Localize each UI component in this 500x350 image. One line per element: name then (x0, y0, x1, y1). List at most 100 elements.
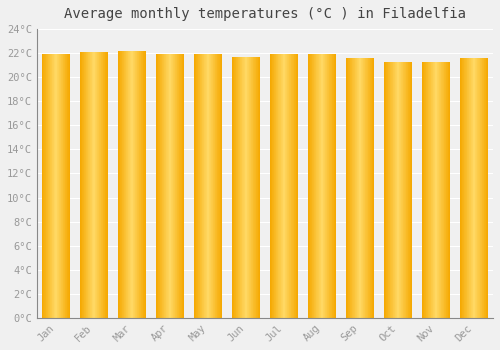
Bar (310, 54, 311, 318)
Bar (141, 51, 142, 318)
Bar (165, 54, 166, 318)
Bar (479, 58, 480, 318)
Bar (438, 62, 439, 318)
Bar (485, 58, 486, 318)
Bar (123, 51, 124, 318)
Bar (204, 54, 205, 318)
Bar (315, 54, 316, 318)
Bar (206, 54, 207, 318)
Bar (478, 58, 479, 318)
Bar (425, 62, 426, 318)
Bar (396, 62, 398, 318)
Bar (460, 58, 461, 318)
Bar (296, 54, 297, 318)
Bar (219, 54, 220, 318)
Bar (42, 54, 43, 318)
Bar (51, 54, 52, 318)
Bar (444, 62, 445, 318)
Bar (80, 52, 81, 318)
Bar (83, 52, 84, 318)
Bar (392, 62, 393, 318)
Bar (96, 52, 98, 318)
Bar (385, 62, 386, 318)
Bar (373, 58, 374, 318)
Bar (197, 54, 198, 318)
Bar (125, 51, 126, 318)
Bar (328, 54, 329, 318)
Bar (221, 54, 222, 318)
Bar (57, 54, 58, 318)
Bar (253, 57, 254, 318)
Bar (483, 58, 484, 318)
Bar (200, 54, 201, 318)
Bar (294, 54, 295, 318)
Bar (232, 57, 233, 318)
Bar (439, 62, 440, 318)
Bar (157, 54, 158, 318)
Bar (59, 54, 60, 318)
Bar (360, 58, 362, 318)
Bar (145, 51, 146, 318)
Bar (170, 54, 171, 318)
Bar (218, 54, 219, 318)
Bar (68, 54, 69, 318)
Bar (394, 62, 396, 318)
Bar (400, 62, 402, 318)
Bar (49, 54, 50, 318)
Bar (270, 54, 271, 318)
Bar (427, 62, 428, 318)
Bar (402, 62, 403, 318)
Bar (370, 58, 371, 318)
Bar (129, 51, 130, 318)
Bar (476, 58, 477, 318)
Bar (384, 62, 385, 318)
Bar (102, 52, 104, 318)
Bar (44, 54, 45, 318)
Bar (201, 54, 202, 318)
Bar (431, 62, 432, 318)
Bar (432, 62, 434, 318)
Bar (90, 52, 91, 318)
Bar (348, 58, 349, 318)
Bar (318, 54, 319, 318)
Bar (449, 62, 450, 318)
Bar (462, 58, 463, 318)
Bar (95, 52, 96, 318)
Bar (465, 58, 466, 318)
Bar (54, 54, 55, 318)
Bar (365, 58, 366, 318)
Bar (236, 57, 237, 318)
Bar (119, 51, 120, 318)
Bar (434, 62, 436, 318)
Bar (84, 52, 85, 318)
Bar (238, 57, 239, 318)
Bar (276, 54, 277, 318)
Bar (482, 58, 483, 318)
Bar (121, 51, 122, 318)
Bar (335, 54, 336, 318)
Bar (356, 58, 357, 318)
Bar (208, 54, 210, 318)
Bar (322, 54, 324, 318)
Bar (172, 54, 174, 318)
Bar (481, 58, 482, 318)
Bar (198, 54, 199, 318)
Bar (461, 58, 462, 318)
Bar (82, 52, 83, 318)
Bar (199, 54, 200, 318)
Bar (355, 58, 356, 318)
Bar (245, 57, 246, 318)
Bar (259, 57, 260, 318)
Bar (295, 54, 296, 318)
Bar (372, 58, 373, 318)
Bar (182, 54, 183, 318)
Bar (64, 54, 66, 318)
Bar (217, 54, 218, 318)
Bar (408, 62, 409, 318)
Bar (389, 62, 390, 318)
Bar (255, 57, 256, 318)
Bar (92, 52, 93, 318)
Bar (202, 54, 203, 318)
Bar (167, 54, 168, 318)
Bar (316, 54, 317, 318)
